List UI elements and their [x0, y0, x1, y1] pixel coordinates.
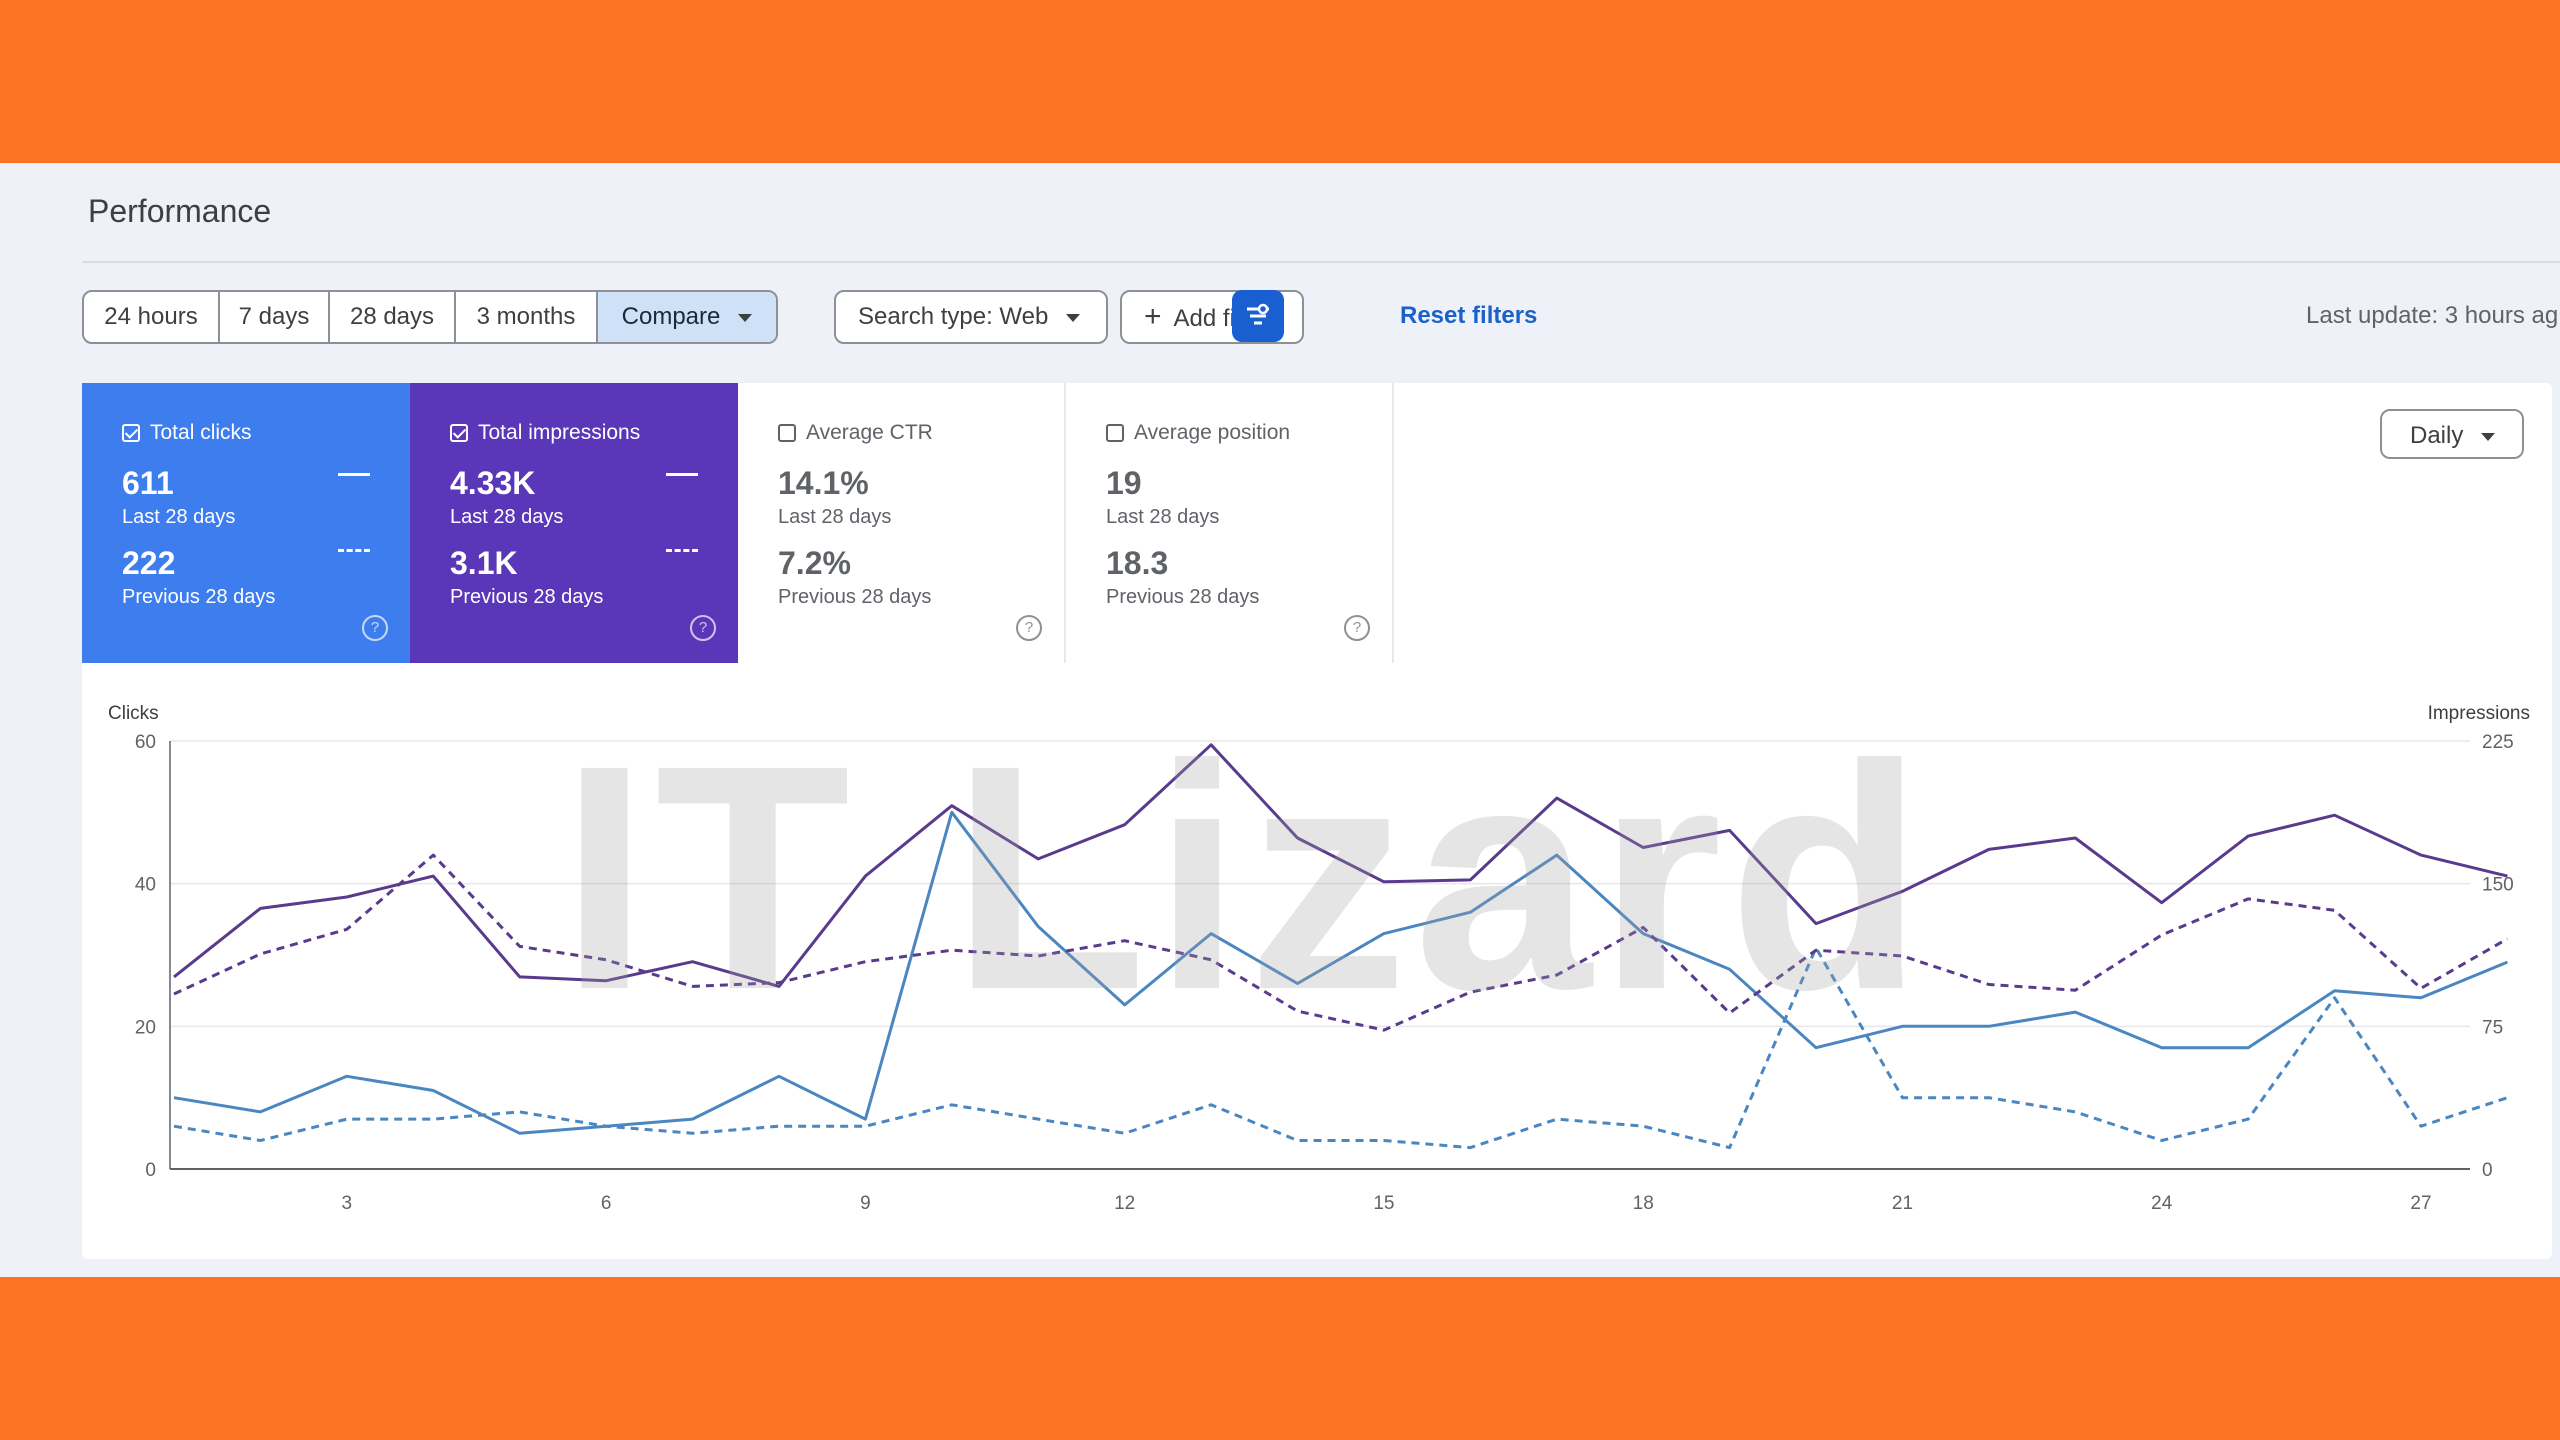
metric-previous-value: 222 — [122, 545, 176, 581]
performance-line-chart: 0 0 20 75 40 150 60 225 Clicks Impressions 3 6 9 12 15… — [108, 703, 2530, 1214]
metric-previous-period: Previous 28 days — [450, 586, 604, 608]
metric-label: Total impressions — [478, 421, 641, 444]
series-line-clicks-solid — [173, 810, 2508, 1135]
date-range-segmented-control: 24 hours 7 days 28 days 3 months Compare — [82, 290, 778, 344]
plus-icon: + — [1144, 300, 1162, 333]
metric-value: 14.1% — [778, 465, 869, 501]
x-tick-label: 12 — [1114, 1193, 1135, 1214]
metric-period: Last 28 days — [122, 506, 236, 528]
granularity-dropdown[interactable]: Daily — [2380, 409, 2524, 459]
metric-label: Total clicks — [150, 421, 252, 444]
y2-tick-label: 75 — [2482, 1017, 2503, 1038]
y2-tick-label: 0 — [2482, 1160, 2493, 1181]
metric-previous-value: 3.1K — [450, 545, 518, 581]
reset-filters-link[interactable]: Reset filters — [1400, 302, 1538, 329]
y2-tick-label: 225 — [2482, 732, 2514, 753]
metric-previous-period: Previous 28 days — [122, 586, 276, 608]
metric-period: Last 28 days — [450, 506, 564, 528]
metric-value: 4.33K — [450, 465, 536, 501]
last-update-text: Last update: 3 hours ag — [2306, 302, 2559, 329]
range-7-days[interactable]: 7 days — [220, 292, 330, 342]
metric-previous-period: Previous 28 days — [778, 586, 932, 608]
metric-previous-value: 18.3 — [1106, 545, 1169, 581]
y-tick-label: 0 — [145, 1160, 156, 1181]
metric-label: Average position — [1134, 421, 1291, 444]
metric-card-position[interactable]: Average position 19 Last 28 days 18.3 Pr… — [1066, 383, 1394, 663]
range-3-months[interactable]: 3 months — [456, 292, 598, 342]
checkbox-unchecked-icon[interactable] — [778, 424, 796, 442]
search-type-dropdown[interactable]: Search type: Web — [834, 290, 1108, 344]
performance-card: Total clicks 611 Last 28 days 222 Previo… — [82, 383, 2552, 1259]
metric-card-clicks[interactable]: Total clicks 611 Last 28 days 222 Previo… — [82, 383, 410, 663]
y-tick-label: 40 — [135, 875, 156, 896]
y-tick-label: 20 — [135, 1017, 156, 1038]
checkbox-unchecked-icon[interactable] — [1106, 424, 1124, 442]
y-tick-label: 60 — [135, 732, 156, 753]
metric-previous-period: Previous 28 days — [1106, 586, 1260, 608]
series-line-clicks-dashed — [173, 946, 2508, 1150]
metric-card-impressions[interactable]: Total impressions 4.33K Last 28 days 3.1… — [410, 383, 738, 663]
checkbox-checked-icon[interactable] — [450, 424, 468, 442]
performance-panel: Performance 24 hours 7 days 28 days 3 mo… — [0, 163, 2560, 1277]
page-title: Performance — [88, 193, 272, 229]
help-icon[interactable]: ? — [362, 615, 388, 641]
compare-dropdown[interactable]: Compare — [598, 292, 776, 342]
series-line-impressions-solid — [173, 743, 2508, 988]
range-28-days[interactable]: 28 days — [330, 292, 456, 342]
metric-period: Last 28 days — [1106, 506, 1220, 528]
x-tick-label: 3 — [342, 1193, 353, 1214]
x-tick-label: 24 — [2151, 1193, 2173, 1214]
top-orange-band — [0, 0, 2560, 163]
metric-label: Average CTR — [806, 421, 933, 444]
x-tick-label: 6 — [601, 1193, 612, 1214]
search-type-label: Search type: Web — [858, 303, 1049, 330]
series-line-impressions-dashed — [173, 853, 2509, 1032]
compare-label: Compare — [621, 303, 721, 330]
range-24-hours[interactable]: 24 hours — [84, 292, 220, 342]
y2-tick-label: 150 — [2482, 875, 2514, 896]
help-icon[interactable]: ? — [1344, 615, 1370, 641]
x-tick-label: 18 — [1633, 1193, 1654, 1214]
filter-settings-button[interactable] — [1232, 290, 1284, 342]
metric-value: 611 — [122, 465, 174, 501]
chevron-down-icon — [2481, 432, 2496, 441]
filter-settings-icon — [1247, 303, 1269, 325]
checkbox-checked-icon[interactable] — [122, 424, 140, 442]
help-icon[interactable]: ? — [690, 615, 716, 641]
metric-card-ctr[interactable]: Average CTR 14.1% Last 28 days 7.2% Prev… — [738, 383, 1066, 663]
metric-period: Last 28 days — [778, 506, 892, 528]
solid-line-legend-icon — [338, 473, 370, 476]
bottom-orange-band — [0, 1277, 2560, 1440]
metric-value: 19 — [1106, 465, 1142, 501]
x-tick-label: 15 — [1373, 1193, 1394, 1214]
x-tick-label: 21 — [1892, 1193, 1913, 1214]
y-axis-title: Clicks — [108, 703, 159, 724]
title-divider — [82, 261, 2560, 263]
metric-previous-value: 7.2% — [778, 545, 851, 581]
dashed-line-legend-icon — [666, 549, 698, 552]
chevron-down-icon — [738, 313, 753, 322]
y2-axis-title: Impressions — [2428, 703, 2530, 724]
solid-line-legend-icon — [666, 473, 698, 476]
x-tick-label: 27 — [2410, 1193, 2431, 1214]
dashed-line-legend-icon — [338, 549, 370, 552]
granularity-label: Daily — [2410, 422, 2464, 449]
x-tick-label: 9 — [860, 1193, 871, 1214]
help-icon[interactable]: ? — [1016, 615, 1042, 641]
chevron-down-icon — [1066, 313, 1081, 322]
